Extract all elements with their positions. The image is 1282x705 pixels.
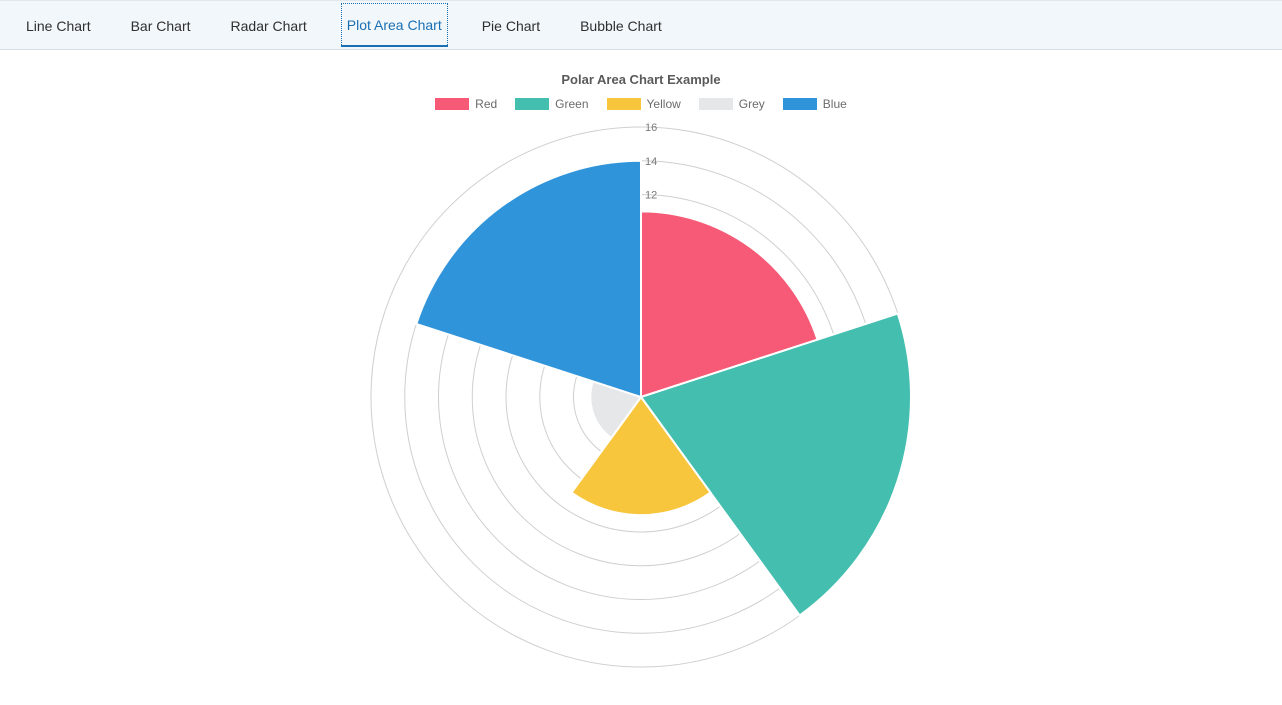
tab-label: Line Chart <box>26 18 91 34</box>
chart-type-tab-bar: Line Chart Bar Chart Radar Chart Plot Area … <box>0 0 1282 50</box>
legend-item-grey[interactable]: Grey <box>699 97 765 111</box>
slice-blue[interactable] <box>416 161 641 397</box>
tab-label: Bubble Chart <box>580 18 662 34</box>
polar-area-chart: 12 14 16 <box>361 117 921 677</box>
legend-swatch <box>435 98 469 110</box>
radial-tick-label: 12 <box>645 190 657 202</box>
tab-bubble-chart[interactable]: Bubble Chart <box>574 4 668 46</box>
chart-legend: Red Green Yellow Grey Blue <box>435 97 847 111</box>
legend-item-green[interactable]: Green <box>515 97 588 111</box>
tab-pie-chart[interactable]: Pie Chart <box>476 4 546 46</box>
legend-item-yellow[interactable]: Yellow <box>607 97 681 111</box>
legend-label: Red <box>475 97 497 111</box>
chart-panel: Polar Area Chart Example Red Green Yellow G… <box>0 50 1282 677</box>
tab-label: Bar Chart <box>131 18 191 34</box>
tab-radar-chart[interactable]: Radar Chart <box>225 4 313 46</box>
legend-swatch <box>699 98 733 110</box>
legend-swatch <box>515 98 549 110</box>
tab-line-chart[interactable]: Line Chart <box>20 4 97 46</box>
legend-label: Yellow <box>647 97 681 111</box>
radial-tick-label: 16 <box>645 122 657 134</box>
legend-label: Grey <box>739 97 765 111</box>
polar-area-svg: 12 14 16 <box>361 117 921 677</box>
legend-label: Green <box>555 97 588 111</box>
tab-bar-chart[interactable]: Bar Chart <box>125 4 197 46</box>
legend-label: Blue <box>823 97 847 111</box>
legend-swatch <box>783 98 817 110</box>
chart-title: Polar Area Chart Example <box>561 72 720 87</box>
radial-tick-label: 14 <box>645 156 657 168</box>
legend-swatch <box>607 98 641 110</box>
legend-item-red[interactable]: Red <box>435 97 497 111</box>
tab-label: Pie Chart <box>482 18 540 34</box>
legend-item-blue[interactable]: Blue <box>783 97 847 111</box>
tab-label: Plot Area Chart <box>347 17 442 33</box>
tab-label: Radar Chart <box>231 18 307 34</box>
tab-plot-area-chart[interactable]: Plot Area Chart <box>341 3 448 47</box>
